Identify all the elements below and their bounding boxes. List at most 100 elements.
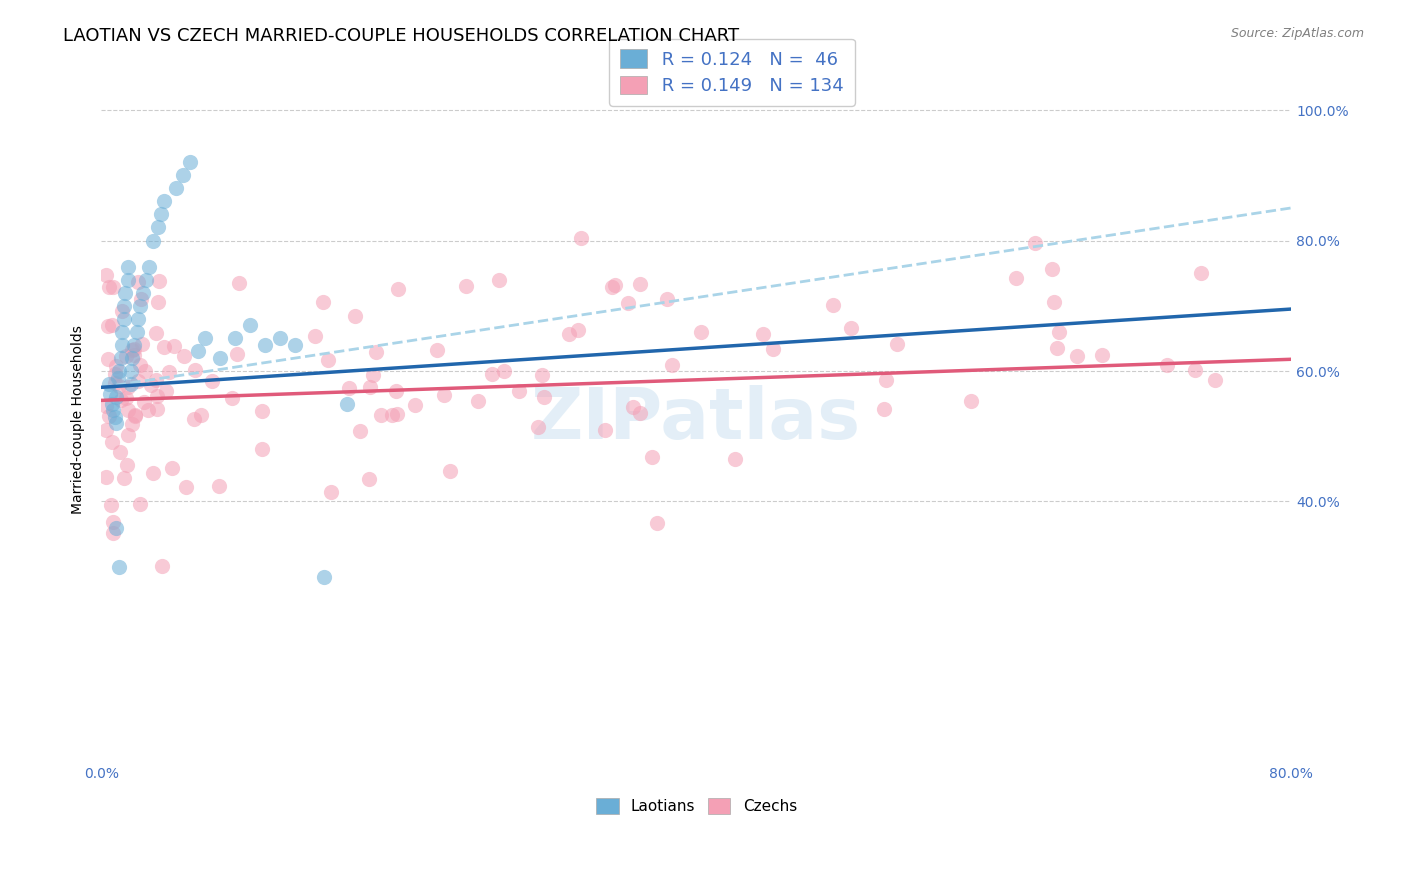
Point	[602, 280, 624, 294]
Point	[426, 343, 449, 357]
Point	[363, 368, 385, 383]
Point	[120, 377, 142, 392]
Point	[138, 403, 160, 417]
Point	[304, 328, 326, 343]
Point	[108, 379, 131, 393]
Point	[129, 292, 152, 306]
Point	[530, 368, 553, 382]
Point	[150, 558, 173, 573]
Point	[128, 497, 150, 511]
Point	[101, 318, 124, 333]
Point	[111, 325, 134, 339]
Point	[129, 358, 152, 372]
Point	[239, 318, 262, 333]
Point	[94, 470, 117, 484]
Point	[120, 364, 142, 378]
Point	[387, 282, 409, 296]
Point	[1043, 294, 1066, 309]
Point	[628, 406, 651, 420]
Point	[128, 299, 150, 313]
Point	[98, 409, 121, 424]
Point	[142, 234, 165, 248]
Point	[225, 347, 247, 361]
Point	[101, 435, 124, 450]
Point	[1091, 348, 1114, 362]
Point	[145, 326, 167, 340]
Point	[357, 472, 380, 486]
Point	[439, 464, 461, 478]
Point	[370, 408, 392, 422]
Point	[488, 273, 510, 287]
Point	[160, 461, 183, 475]
Point	[117, 260, 139, 274]
Point	[127, 275, 149, 289]
Point	[112, 470, 135, 484]
Point	[349, 424, 371, 438]
Point	[312, 294, 335, 309]
Point	[839, 320, 862, 334]
Point	[132, 285, 155, 300]
Point	[253, 338, 276, 352]
Point	[689, 325, 711, 339]
Point	[163, 339, 186, 353]
Point	[121, 351, 143, 365]
Point	[1204, 373, 1226, 387]
Legend: Laotians, Czechs: Laotians, Czechs	[586, 789, 806, 823]
Point	[101, 279, 124, 293]
Point	[145, 402, 167, 417]
Point	[145, 373, 167, 387]
Point	[494, 364, 516, 378]
Point	[94, 399, 117, 413]
Point	[152, 194, 174, 209]
Point	[1189, 266, 1212, 280]
Point	[146, 389, 169, 403]
Point	[138, 260, 160, 274]
Point	[97, 352, 120, 367]
Point	[101, 525, 124, 540]
Point	[100, 396, 122, 410]
Point	[124, 409, 146, 423]
Point	[616, 296, 638, 310]
Point	[960, 394, 983, 409]
Point	[122, 348, 145, 362]
Point	[385, 407, 408, 421]
Point	[201, 374, 224, 388]
Point	[1005, 271, 1028, 285]
Point	[139, 377, 162, 392]
Point	[165, 181, 187, 195]
Point	[121, 417, 143, 431]
Point	[194, 331, 217, 345]
Point	[121, 343, 143, 358]
Point	[641, 450, 664, 465]
Point	[404, 398, 426, 412]
Point	[875, 373, 897, 387]
Point	[1024, 235, 1046, 250]
Point	[752, 327, 775, 342]
Point	[645, 516, 668, 530]
Point	[284, 338, 307, 352]
Point	[107, 370, 129, 384]
Point	[762, 343, 785, 357]
Point	[146, 220, 169, 235]
Point	[105, 416, 128, 430]
Point	[184, 363, 207, 377]
Point	[100, 498, 122, 512]
Y-axis label: Married-couple Households: Married-couple Households	[72, 326, 86, 515]
Point	[132, 394, 155, 409]
Point	[454, 279, 477, 293]
Point	[117, 273, 139, 287]
Point	[621, 400, 644, 414]
Point	[433, 388, 456, 402]
Point	[131, 337, 153, 351]
Point	[98, 387, 121, 401]
Point	[117, 380, 139, 394]
Point	[569, 231, 592, 245]
Point	[155, 384, 177, 399]
Point	[384, 384, 406, 398]
Point	[108, 445, 131, 459]
Point	[269, 331, 291, 345]
Point	[595, 423, 617, 437]
Point	[657, 292, 679, 306]
Point	[110, 351, 132, 365]
Point	[108, 559, 131, 574]
